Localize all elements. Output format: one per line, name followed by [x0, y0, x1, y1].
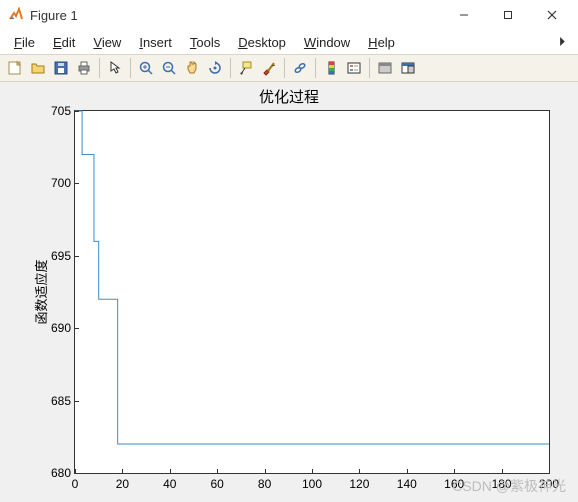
figure-area: 优化过程 函数适应度 68068569069570070502040608010…: [0, 82, 578, 502]
y-tick: [74, 183, 79, 184]
y-tick-label: 700: [37, 176, 71, 190]
x-tick-label: 140: [397, 477, 417, 491]
data-cursor-button[interactable]: [235, 57, 257, 79]
menu-desktop[interactable]: Desktop: [230, 33, 294, 52]
x-tick-label: 40: [163, 477, 176, 491]
x-tick-label: 20: [116, 477, 129, 491]
x-tick: [359, 469, 360, 474]
toolbar-separator: [284, 58, 285, 78]
zoom-out-button[interactable]: [158, 57, 180, 79]
toolbar-separator: [130, 58, 131, 78]
y-tick-label: 705: [37, 104, 71, 118]
zoom-in-button[interactable]: [135, 57, 157, 79]
x-tick-label: 120: [349, 477, 369, 491]
dock-button[interactable]: [397, 57, 419, 79]
menubar: File Edit View Insert Tools Desktop Wind…: [0, 30, 578, 54]
menu-file[interactable]: File: [6, 33, 43, 52]
brush-button[interactable]: [258, 57, 280, 79]
minimize-button[interactable]: [442, 1, 486, 29]
save-button[interactable]: [50, 57, 72, 79]
line-plot: [75, 111, 549, 473]
menu-insert[interactable]: Insert: [131, 33, 180, 52]
menu-tools[interactable]: Tools: [182, 33, 228, 52]
close-button[interactable]: [530, 1, 574, 29]
x-tick: [75, 469, 76, 474]
watermark: CSDN @紫极神光: [452, 476, 566, 496]
x-tick: [170, 469, 171, 474]
x-tick-label: 80: [258, 477, 271, 491]
x-tick: [265, 469, 266, 474]
print-button[interactable]: [73, 57, 95, 79]
pan-button[interactable]: [181, 57, 203, 79]
y-tick: [74, 328, 79, 329]
hide-tools-button[interactable]: [374, 57, 396, 79]
matlab-icon: [8, 7, 24, 23]
x-tick: [122, 469, 123, 474]
window-controls: [442, 1, 574, 29]
x-tick-label: 0: [72, 477, 79, 491]
y-tick: [74, 256, 79, 257]
y-tick: [74, 401, 79, 402]
x-tick: [454, 469, 455, 474]
y-tick: [74, 111, 79, 112]
legend-button[interactable]: [343, 57, 365, 79]
link-button[interactable]: [289, 57, 311, 79]
toolbar: [0, 54, 578, 82]
x-tick: [312, 469, 313, 474]
x-tick-label: 60: [211, 477, 224, 491]
y-axis-label: 函数适应度: [31, 259, 50, 324]
y-tick-label: 680: [37, 466, 71, 480]
new-figure-button[interactable]: [4, 57, 26, 79]
titlebar: Figure 1: [0, 0, 578, 30]
menu-help[interactable]: Help: [360, 33, 403, 52]
menu-view[interactable]: View: [85, 33, 129, 52]
x-tick: [502, 469, 503, 474]
y-tick-label: 685: [37, 394, 71, 408]
window-title: Figure 1: [30, 8, 442, 23]
x-tick: [407, 469, 408, 474]
arrow-button[interactable]: [104, 57, 126, 79]
rotate-button[interactable]: [204, 57, 226, 79]
toolbar-separator: [315, 58, 316, 78]
y-tick-label: 690: [37, 321, 71, 335]
toolbar-separator: [99, 58, 100, 78]
toolbar-separator: [230, 58, 231, 78]
axes[interactable]: 6806856906957007050204060801001201401601…: [74, 110, 550, 474]
menu-edit[interactable]: Edit: [45, 33, 83, 52]
x-tick: [549, 469, 550, 474]
x-tick-label: 100: [302, 477, 322, 491]
maximize-button[interactable]: [486, 1, 530, 29]
menu-window[interactable]: Window: [296, 33, 358, 52]
toolbar-separator: [369, 58, 370, 78]
open-button[interactable]: [27, 57, 49, 79]
menubar-overflow-icon[interactable]: ⏵: [552, 34, 572, 50]
x-tick: [217, 469, 218, 474]
y-tick-label: 695: [37, 249, 71, 263]
colorbar-button[interactable]: [320, 57, 342, 79]
chart-title: 优化过程: [0, 86, 578, 107]
